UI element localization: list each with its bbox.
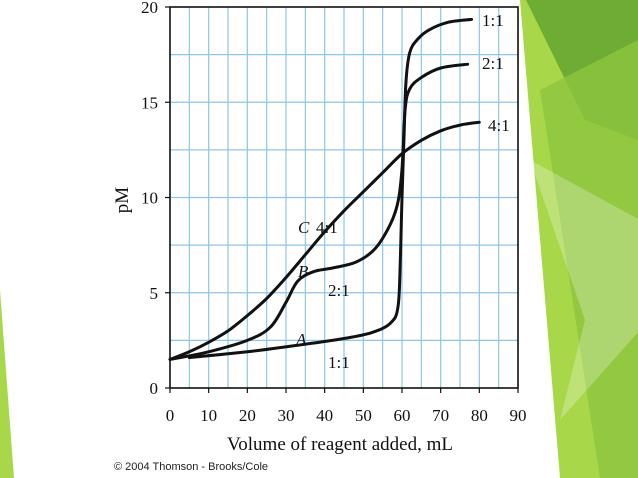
curve-A — [187, 17, 474, 359]
x-tick-label: 50 — [355, 406, 372, 425]
accent-band-mid — [540, 40, 638, 478]
x-tick-label: 20 — [239, 406, 256, 425]
x-tick-label: 90 — [510, 406, 527, 425]
x-tick-label: 30 — [278, 406, 295, 425]
grid — [170, 7, 518, 388]
x-tick-label: 40 — [316, 406, 333, 425]
curve-ratio-start-C: 4:1 — [316, 218, 338, 237]
y-tick-label: 5 — [150, 284, 159, 303]
curve-B — [168, 62, 470, 361]
curve-ratio-end-C: 4:1 — [488, 116, 510, 135]
accent-arrow-white — [530, 160, 638, 420]
x-axis-title: Volume of reagent added, mL — [227, 434, 453, 455]
x-tick-label: 10 — [200, 406, 217, 425]
y-tick-label: 15 — [141, 93, 158, 112]
tick-labels: 0 10 20 30 40 50 60 70 80 90 0 5 10 15 20 — [141, 0, 527, 425]
curve-ratio-end-B: 2:1 — [482, 54, 504, 73]
x-tick-label: 0 — [166, 406, 175, 425]
copyright-notice: © 2004 Thomson - Brooks/Cole — [114, 461, 269, 473]
y-axis-title: pM — [112, 187, 133, 214]
curve-ratio-start-A: 1:1 — [328, 353, 350, 372]
curve-ratio-end-A: 1:1 — [482, 11, 504, 30]
curve-C — [168, 120, 481, 361]
x-tick-label: 70 — [432, 406, 449, 425]
y-tick-label: 0 — [150, 379, 159, 398]
curve-letter-A: A — [295, 330, 307, 349]
y-tick-label: 10 — [141, 189, 158, 208]
x-tick-label: 60 — [394, 406, 411, 425]
curve-ratio-start-B: 2:1 — [328, 281, 350, 300]
x-tick-label: 80 — [471, 406, 488, 425]
curve-letter-C: C — [298, 218, 310, 237]
accent-left-sliver — [0, 290, 14, 478]
curves — [168, 17, 481, 361]
curve-labels: A 1:1 1:1 B 2:1 2:1 C 4:1 4:1 — [295, 11, 510, 372]
curve-letter-B: B — [298, 262, 309, 281]
y-tick-label: 20 — [141, 0, 158, 17]
